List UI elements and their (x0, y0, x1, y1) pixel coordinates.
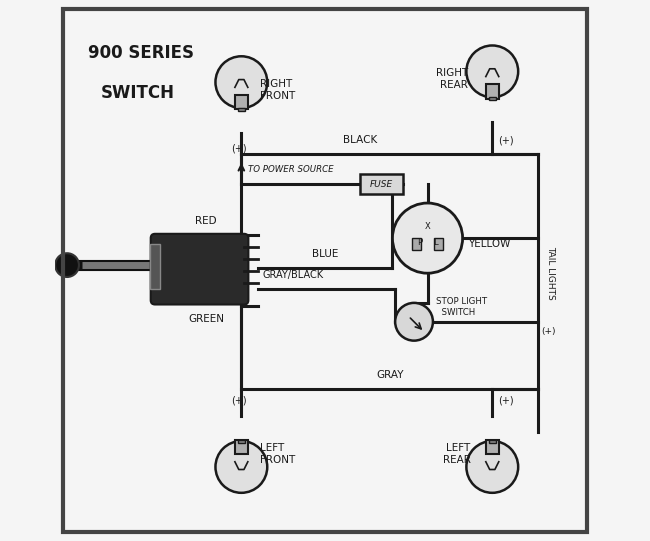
Text: (+): (+) (498, 395, 514, 405)
FancyBboxPatch shape (235, 440, 248, 454)
Text: BLUE: BLUE (312, 249, 338, 259)
Text: SWITCH: SWITCH (101, 84, 175, 102)
FancyBboxPatch shape (235, 95, 248, 109)
FancyBboxPatch shape (489, 97, 495, 101)
FancyBboxPatch shape (150, 243, 161, 289)
FancyBboxPatch shape (238, 108, 244, 111)
Text: GREEN: GREEN (188, 314, 224, 324)
Text: P: P (417, 238, 422, 247)
Text: BLACK: BLACK (343, 135, 377, 145)
Text: RIGHT
FRONT: RIGHT FRONT (260, 79, 296, 101)
FancyBboxPatch shape (486, 440, 499, 454)
Text: (+): (+) (231, 144, 246, 154)
Text: TAIL LIGHTS: TAIL LIGHTS (546, 246, 555, 300)
FancyBboxPatch shape (412, 238, 421, 250)
FancyBboxPatch shape (489, 440, 495, 443)
Text: LEFT
FRONT: LEFT FRONT (260, 443, 296, 465)
Text: X: X (424, 222, 430, 231)
FancyBboxPatch shape (360, 174, 403, 194)
Text: (+): (+) (231, 395, 246, 405)
FancyBboxPatch shape (434, 238, 443, 250)
Circle shape (215, 441, 267, 493)
Circle shape (55, 253, 79, 277)
Text: (+): (+) (498, 136, 514, 146)
Text: YELLOW: YELLOW (468, 239, 510, 248)
Circle shape (215, 56, 267, 108)
Circle shape (467, 441, 518, 493)
Text: (+): (+) (541, 327, 555, 336)
Text: RED: RED (196, 216, 217, 226)
Text: LEFT
REAR: LEFT REAR (443, 443, 471, 465)
Circle shape (467, 45, 518, 97)
FancyBboxPatch shape (151, 234, 248, 305)
Text: 900 SERIES: 900 SERIES (88, 44, 194, 62)
Text: RIGHT
REAR: RIGHT REAR (436, 68, 468, 90)
FancyBboxPatch shape (238, 440, 244, 443)
Circle shape (395, 303, 433, 341)
Text: TO POWER SOURCE: TO POWER SOURCE (248, 165, 333, 174)
Circle shape (393, 203, 463, 273)
Text: GRAY/BLACK: GRAY/BLACK (262, 269, 323, 280)
Text: STOP LIGHT
  SWITCH: STOP LIGHT SWITCH (436, 298, 487, 317)
Text: GRAY: GRAY (376, 370, 404, 379)
Text: FUSE: FUSE (370, 180, 393, 189)
FancyBboxPatch shape (486, 84, 499, 98)
Text: L: L (434, 238, 438, 247)
